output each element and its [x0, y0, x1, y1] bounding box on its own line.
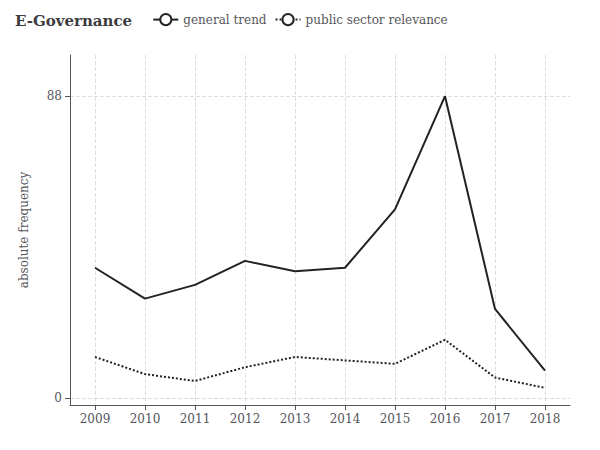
svg-text:2014: 2014	[330, 412, 361, 426]
svg-text:2018: 2018	[530, 412, 561, 426]
svg-text:absolute frequency: absolute frequency	[17, 172, 31, 289]
svg-text:E-Governance: E-Governance	[15, 12, 132, 30]
svg-text:2010: 2010	[130, 412, 161, 426]
svg-text:0: 0	[54, 391, 62, 405]
svg-text:public sector relevance: public sector relevance	[306, 13, 448, 27]
svg-text:2011: 2011	[180, 412, 211, 426]
svg-text:2015: 2015	[380, 412, 411, 426]
svg-text:88: 88	[47, 89, 62, 103]
svg-text:2016: 2016	[430, 412, 461, 426]
svg-text:2012: 2012	[230, 412, 261, 426]
svg-text:2013: 2013	[280, 412, 311, 426]
svg-text:general trend: general trend	[183, 13, 267, 27]
svg-text:2009: 2009	[80, 412, 111, 426]
svg-text:2017: 2017	[480, 412, 511, 426]
